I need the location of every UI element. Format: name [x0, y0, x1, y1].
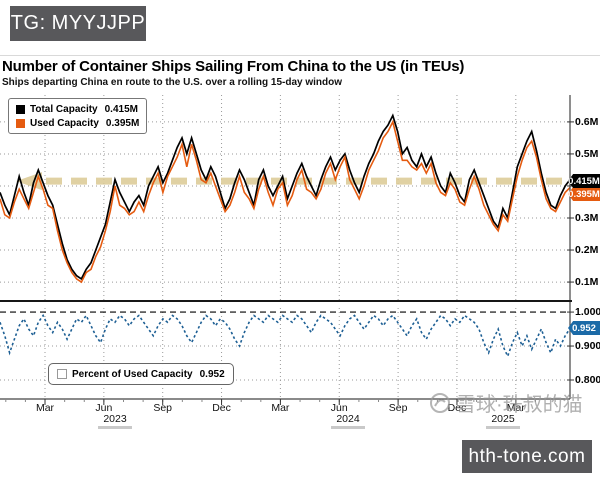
panel-divider: [0, 300, 572, 302]
x-tick-label: Dec: [212, 402, 231, 414]
year-underline: [331, 426, 365, 429]
total-capacity-axis-badge: 0.415M: [568, 174, 600, 188]
x-tick-label: Dec: [447, 402, 467, 414]
y-tick-label: 0.2M: [575, 244, 599, 257]
legend-label: Percent of Used Capacity: [72, 368, 193, 380]
y-tick-label: 0.1M: [575, 276, 599, 289]
x-tick-label: Mar: [35, 402, 55, 414]
watermark-text: 雪球·珠叔的猫: [456, 394, 583, 416]
snowball-logo-icon: [430, 392, 450, 413]
percent-used-line: [0, 313, 571, 359]
site-badge-text: hth-tone.com: [468, 445, 586, 467]
year-underline: [98, 426, 132, 429]
legend-value: 0.952: [199, 368, 225, 380]
chart-title: Number of Container Ships Sailing From C…: [2, 58, 465, 75]
tg-channel-badge: TG: MYYJJPP: [10, 6, 146, 41]
percent-used-axis-badge: 0.952: [568, 321, 600, 335]
used-capacity-axis-badge: 0.395M: [568, 187, 600, 201]
y-tick-label: 0.900: [575, 340, 600, 353]
chart-subtitle: Ships departing China en route to the U.…: [2, 77, 343, 88]
legend-item-total-capacity: Total Capacity 0.415M: [16, 102, 139, 116]
y-tick-label: 0.800: [575, 374, 600, 386]
used-capacity-line: [0, 119, 571, 284]
x-tick-label: Sep: [388, 402, 408, 414]
tg-channel-badge-text: TG: MYYJJPP: [10, 12, 146, 34]
top-panel-legend: Total Capacity 0.415M Used Capacity 0.39…: [8, 98, 148, 134]
legend-value: 0.415M: [104, 103, 138, 115]
legend-item-used-capacity: Used Capacity 0.395M: [16, 116, 139, 130]
legend-label: Used Capacity: [30, 117, 99, 129]
xueqiu-watermark: 雪球·珠叔的猫: [428, 388, 583, 417]
y-tick-label: 0.3M: [575, 212, 599, 224]
total-capacity-line: [0, 113, 571, 281]
x-tick-label: Sep: [153, 402, 173, 414]
legend-item-percent-used: Percent of Used Capacity 0.952: [57, 367, 225, 381]
percent-used-swatch-icon: [57, 369, 67, 379]
x-tick-label: Mar: [271, 402, 290, 414]
y-tick-label: 0.6M: [575, 115, 599, 128]
total-capacity-swatch-icon: [16, 104, 25, 114]
chart-frame-top-border: [0, 55, 600, 56]
site-badge: hth-tone.com: [462, 440, 592, 473]
x-tick-label: Jun: [330, 402, 348, 414]
legend-label: Total Capacity: [30, 103, 98, 115]
used-capacity-swatch-icon: [16, 118, 25, 128]
y-tick-label: 0.5M: [575, 147, 599, 160]
y-tick-label: 1.000: [575, 306, 600, 319]
legend-value: 0.395M: [105, 117, 140, 129]
bottom-panel-legend: Percent of Used Capacity 0.952: [48, 363, 234, 385]
x-tick-label: Jun: [95, 402, 113, 414]
year-underline: [486, 426, 520, 429]
x-tick-label: Mar: [506, 402, 525, 414]
year-label: 2025: [491, 413, 515, 425]
year-label: 2024: [336, 413, 360, 425]
year-label: 2023: [103, 413, 127, 425]
